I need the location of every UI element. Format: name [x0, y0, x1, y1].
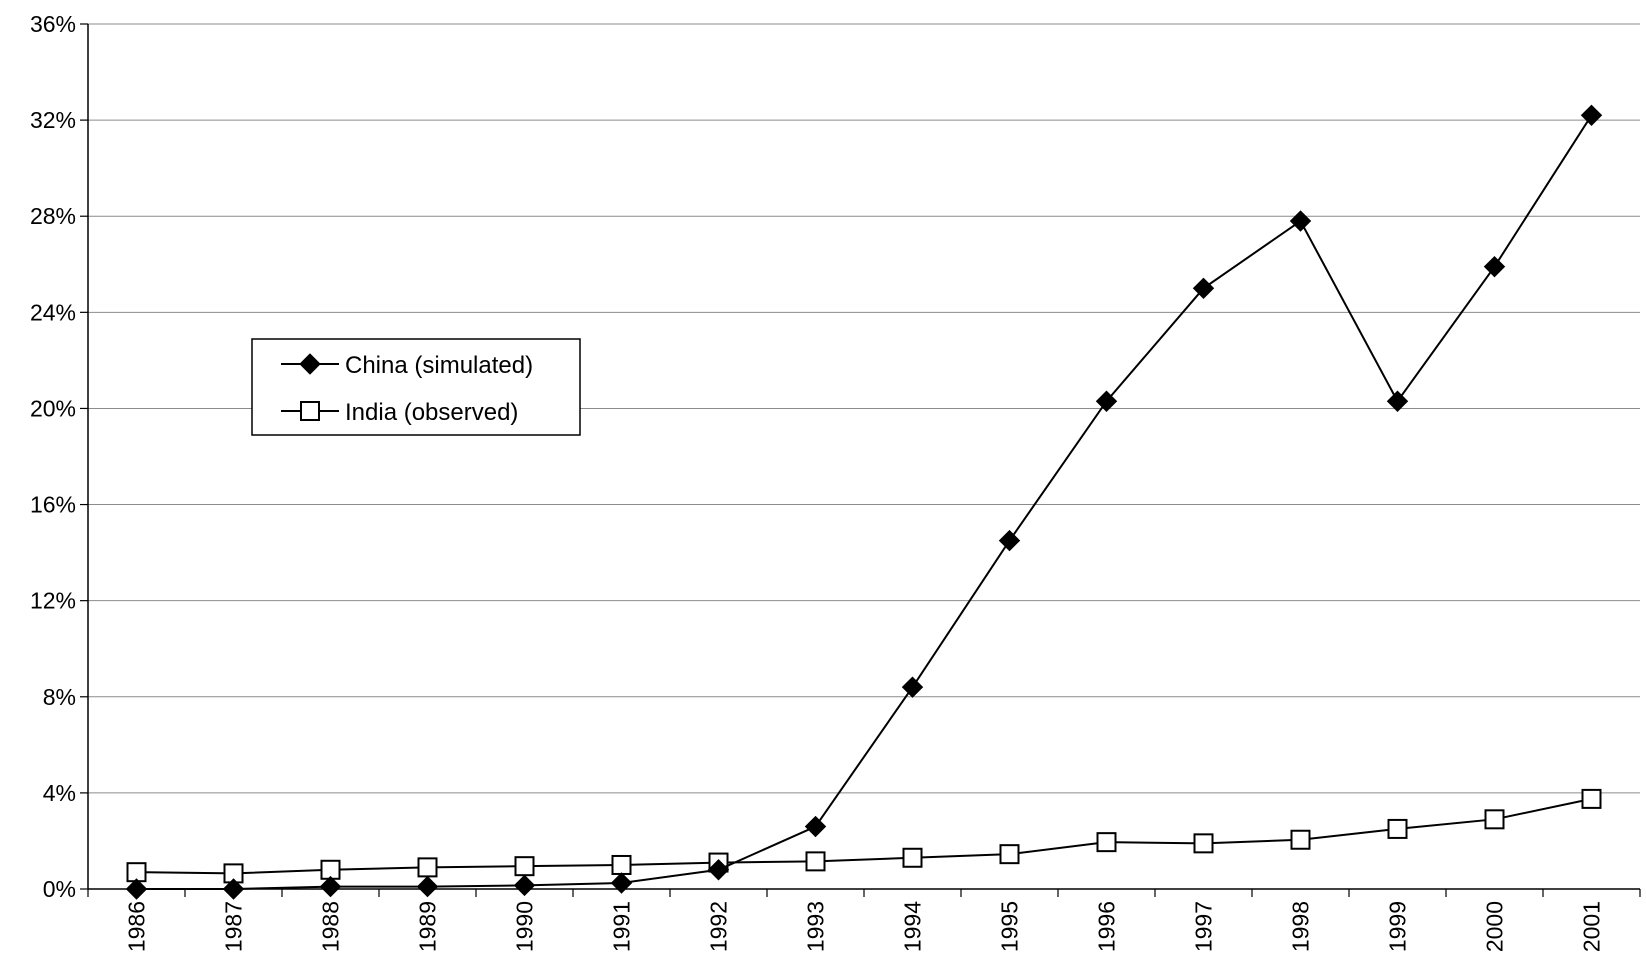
legend-label: China (simulated) [345, 352, 533, 379]
x-tick-label: 1996 [1094, 901, 1120, 952]
data-point [222, 878, 245, 900]
y-tick-label: 0% [43, 876, 76, 902]
data-point [1290, 829, 1311, 850]
data-point [299, 353, 321, 375]
x-tick-label: 1994 [900, 901, 926, 952]
x-tick-label: 1988 [318, 901, 344, 952]
data-point [1580, 104, 1603, 127]
legend-item: China (simulated) [281, 352, 533, 379]
axes [87, 24, 1640, 890]
y-tick-label: 32% [30, 107, 76, 133]
x-tick-label: 1991 [609, 901, 635, 952]
x-axis-ticks: 1986 1987 1988 1989 1990 1991 1992 1993 1994 1995… [87, 889, 1641, 952]
data-point [1386, 390, 1409, 412]
data-point [901, 676, 924, 698]
y-tick-label: 12% [30, 588, 76, 614]
y-tick-label: 24% [30, 299, 76, 325]
data-point [902, 847, 923, 868]
data-point [804, 815, 827, 838]
y-axis-ticks: 0% 4% 8% 12% 16% 20% 24% 28% 32% 36% [30, 11, 88, 902]
y-tick-label: 4% [43, 780, 76, 806]
x-tick-label: 1993 [803, 901, 829, 952]
data-point [1193, 833, 1214, 854]
data-point [513, 874, 536, 897]
data-point [300, 401, 320, 421]
data-point [416, 875, 439, 898]
series-india [126, 788, 1602, 884]
legend-label: India (observed) [345, 399, 518, 426]
legend: China (simulated) India (observed) [251, 338, 581, 436]
y-tick-label: 16% [30, 492, 76, 518]
data-point [1096, 832, 1117, 853]
data-point [610, 872, 633, 894]
x-tick-label: 2001 [1579, 901, 1605, 952]
data-point [1484, 809, 1505, 830]
series-line [136, 114, 1593, 890]
data-point [611, 854, 632, 875]
data-point [1192, 277, 1215, 300]
series-china [125, 104, 1603, 900]
data-point [125, 878, 148, 900]
data-point [417, 857, 438, 878]
data-point [1483, 255, 1506, 278]
data-point [707, 859, 730, 881]
x-tick-label: 1999 [1385, 901, 1411, 952]
data-point [1387, 818, 1408, 839]
series-line [136, 797, 1592, 875]
y-tick-label: 36% [30, 11, 76, 37]
data-point [998, 529, 1021, 552]
x-tick-label: 1986 [124, 901, 150, 952]
x-tick-label: 1998 [1288, 901, 1314, 952]
data-point [999, 844, 1020, 865]
data-point [1095, 390, 1118, 412]
x-tick-label: 1992 [706, 901, 732, 952]
x-tick-label: 1987 [221, 901, 247, 952]
y-tick-label: 8% [43, 684, 76, 710]
x-tick-label: 1997 [1191, 901, 1217, 952]
data-point [514, 856, 535, 877]
y-tick-label: 20% [30, 395, 76, 421]
x-tick-label: 1990 [512, 901, 538, 952]
x-tick-label: 1989 [415, 901, 441, 952]
series-layer [125, 104, 1603, 900]
data-point [1581, 788, 1602, 809]
y-tick-label: 28% [30, 203, 76, 229]
data-point [805, 851, 826, 872]
legend-item: India (observed) [281, 399, 518, 426]
x-tick-label: 1995 [997, 901, 1023, 952]
x-tick-label: 2000 [1482, 901, 1508, 952]
data-point [1289, 210, 1312, 232]
data-point [319, 875, 342, 898]
